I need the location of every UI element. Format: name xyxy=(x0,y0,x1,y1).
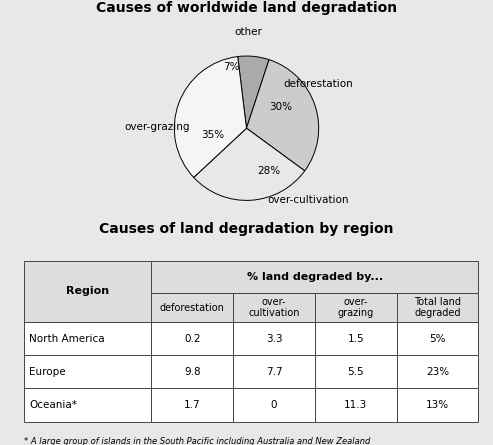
Wedge shape xyxy=(238,56,269,128)
Text: 28%: 28% xyxy=(257,166,280,176)
Text: * A large group of islands in the South Pacific including Australia and New Zeal: * A large group of islands in the South … xyxy=(24,437,371,445)
Bar xyxy=(24,355,151,388)
Text: North America: North America xyxy=(29,334,105,344)
Text: over-grazing: over-grazing xyxy=(125,121,190,132)
Bar xyxy=(397,388,478,422)
Text: 1.7: 1.7 xyxy=(184,400,201,410)
Bar xyxy=(24,261,151,322)
Text: 7.7: 7.7 xyxy=(266,367,282,376)
Text: Region: Region xyxy=(66,287,109,296)
Text: 11.3: 11.3 xyxy=(344,400,367,410)
Bar xyxy=(233,322,315,355)
Bar xyxy=(315,388,397,422)
Text: over-
cultivation: over- cultivation xyxy=(248,297,300,318)
Wedge shape xyxy=(246,60,318,171)
Text: 0: 0 xyxy=(271,400,277,410)
Bar xyxy=(151,355,233,388)
Bar xyxy=(233,293,315,322)
Text: deforestation: deforestation xyxy=(160,303,225,312)
Bar xyxy=(151,293,233,322)
Bar xyxy=(151,261,478,293)
Bar xyxy=(151,322,233,355)
Text: % land degraded by...: % land degraded by... xyxy=(247,272,383,282)
Bar xyxy=(315,322,397,355)
Title: Causes of worldwide land degradation: Causes of worldwide land degradation xyxy=(96,1,397,15)
Text: 1.5: 1.5 xyxy=(348,334,364,344)
Wedge shape xyxy=(194,128,305,200)
Text: 9.8: 9.8 xyxy=(184,367,201,376)
Text: 0.2: 0.2 xyxy=(184,334,201,344)
Text: Total land
degraded: Total land degraded xyxy=(414,297,461,318)
Text: over-
grazing: over- grazing xyxy=(338,297,374,318)
Text: 23%: 23% xyxy=(426,367,449,376)
Bar xyxy=(24,388,151,422)
Text: 13%: 13% xyxy=(426,400,449,410)
Text: 5%: 5% xyxy=(429,334,446,344)
Bar xyxy=(315,355,397,388)
Bar xyxy=(397,355,478,388)
Title: Causes of land degradation by region: Causes of land degradation by region xyxy=(99,222,394,236)
Text: Europe: Europe xyxy=(29,367,66,376)
Text: over-cultivation: over-cultivation xyxy=(267,195,349,206)
Bar xyxy=(233,388,315,422)
Text: Oceania*: Oceania* xyxy=(29,400,77,410)
Text: deforestation: deforestation xyxy=(284,79,353,89)
Text: 30%: 30% xyxy=(269,102,292,112)
Bar xyxy=(397,322,478,355)
Bar xyxy=(397,293,478,322)
Text: 35%: 35% xyxy=(201,130,224,140)
Text: 5.5: 5.5 xyxy=(348,367,364,376)
Bar xyxy=(233,355,315,388)
Wedge shape xyxy=(175,57,246,178)
Text: 7%: 7% xyxy=(223,62,240,72)
Bar xyxy=(315,293,397,322)
Text: 3.3: 3.3 xyxy=(266,334,282,344)
Bar xyxy=(151,388,233,422)
Bar xyxy=(24,322,151,355)
Text: other: other xyxy=(234,27,262,37)
